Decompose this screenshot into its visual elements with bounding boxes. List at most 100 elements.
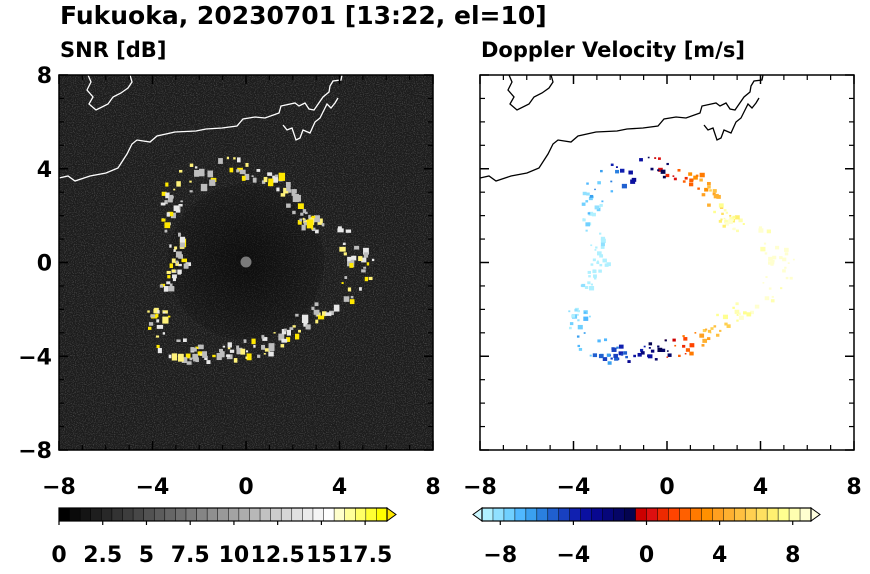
snr-colorbar-swatch	[259, 507, 272, 522]
doppler-echo-pixel	[577, 319, 580, 322]
snr-echo-pixel	[165, 182, 169, 187]
doppler-echo-pixel	[601, 200, 604, 203]
snr-echo-pixel	[168, 194, 173, 200]
doppler-echo-pixel	[621, 183, 627, 189]
snr-colorbar: 0 2.5 5 7.5 10 12.5 15 17.5	[51, 507, 397, 568]
snr-x-tick-label: 0	[238, 475, 253, 500]
doppler-echo-pixel	[657, 347, 663, 352]
doppler-echo-pixel	[707, 337, 711, 341]
snr-colorbar-swatch	[111, 507, 124, 522]
snr-echo-pixel	[347, 256, 353, 264]
doppler-echo-pixel	[647, 354, 651, 358]
snr-echo-pixel	[272, 175, 278, 183]
doppler-echo-pixel	[724, 322, 728, 326]
snr-echo-pixel	[172, 277, 177, 282]
doppler-colorbar-swatch	[602, 507, 615, 522]
doppler-echo-pixel	[610, 357, 613, 360]
doppler-echo-pixel	[597, 260, 599, 263]
snr-echo-pixel	[281, 329, 287, 335]
doppler-echo-pixel	[606, 262, 611, 267]
snr-echo-pixel	[337, 228, 344, 233]
snr-echo-pixel	[361, 269, 366, 273]
doppler-echo-pixel	[738, 218, 743, 223]
doppler-echo-pixel	[678, 354, 681, 358]
doppler-colorbar-swatch	[679, 507, 691, 522]
doppler-echo-pixel	[569, 322, 574, 326]
coastline-path	[86, 75, 133, 111]
snr-colorbar-swatch	[58, 507, 71, 522]
doppler-echo-pixel	[577, 310, 580, 313]
doppler-colorbar-tick-label: −4	[557, 543, 591, 568]
snr-echo-pixel	[288, 189, 292, 193]
doppler-echo-pixel	[765, 276, 768, 279]
snr-echo-pixel	[218, 348, 223, 353]
doppler-colorbar-swatch	[514, 507, 527, 522]
doppler-echo-pixel	[589, 194, 594, 198]
snr-echo-pixel	[226, 156, 230, 160]
snr-colorbar-swatch	[302, 507, 314, 522]
snr-echo-pixel	[164, 229, 168, 233]
doppler-echo-pixel	[654, 358, 658, 361]
doppler-panel-title: Doppler Velocity [m/s]	[481, 38, 745, 62]
doppler-echo-pixel	[682, 180, 686, 183]
doppler-echo-pixel	[682, 335, 685, 338]
snr-colorbar-swatch	[376, 507, 388, 522]
snr-y-tick-label: 8	[37, 64, 52, 89]
doppler-colorbar-extend-min	[472, 507, 483, 522]
doppler-echo-pixel	[597, 251, 602, 256]
snr-panel: SNR [dB] −8 −4 0 4 8 8 4 0 −4 −8	[18, 38, 440, 500]
doppler-echo-pixel	[736, 319, 739, 322]
snr-echo-pixel	[227, 342, 232, 348]
snr-colorbar-swatch	[101, 507, 113, 522]
snr-echo-pixel	[257, 354, 261, 358]
doppler-echo-pixel	[702, 338, 708, 343]
snr-echo-pixel	[286, 185, 291, 192]
snr-echo-pixel	[156, 324, 164, 329]
doppler-echo-pixel	[600, 238, 606, 244]
doppler-echo-pixel	[770, 299, 775, 303]
doppler-colorbar-swatch	[635, 507, 648, 522]
doppler-echo-pixel	[588, 315, 591, 318]
doppler-echo-pixel	[682, 344, 686, 348]
snr-echo-pixel	[284, 328, 287, 332]
doppler-echo-pixel	[606, 353, 611, 357]
doppler-echo-pixel	[589, 286, 595, 291]
snr-echo-pixel	[325, 312, 332, 316]
doppler-colorbar-tick-label: 8	[785, 543, 800, 568]
doppler-echo-pixel	[587, 270, 591, 274]
snr-echo-pixel	[300, 212, 304, 216]
doppler-echo-pixel	[583, 332, 586, 334]
doppler-echo-pixel	[701, 344, 705, 347]
snr-echo-pixel	[204, 355, 208, 360]
doppler-colorbar-swatch	[580, 507, 593, 522]
doppler-echo-pixel	[599, 203, 603, 207]
snr-echo-pixel	[289, 327, 294, 330]
snr-echo-pixel	[180, 200, 183, 203]
snr-colorbar-swatch	[143, 507, 155, 522]
snr-echo-pixel	[236, 169, 239, 173]
doppler-echo-pixel	[643, 345, 646, 348]
doppler-echo-pixel	[763, 242, 767, 245]
snr-echo-pixel	[311, 306, 315, 310]
snr-echo-pixel	[236, 347, 243, 355]
doppler-echo-pixel	[598, 354, 604, 359]
doppler-colorbar-swatch	[613, 507, 626, 522]
doppler-echo-pixel	[599, 232, 602, 235]
doppler-echo-pixel	[637, 352, 642, 357]
snr-echo-pixel	[174, 246, 178, 250]
doppler-echo-pixel	[568, 326, 572, 330]
snr-echo-pixel	[363, 247, 369, 255]
doppler-echo-pixel	[726, 324, 731, 328]
snr-echo-pixel	[268, 343, 275, 352]
snr-echo-pixel	[241, 175, 246, 181]
snr-echo-pixel	[173, 188, 176, 191]
doppler-echo-pixel	[639, 348, 644, 352]
snr-echo-pixel	[165, 192, 170, 199]
doppler-colorbar-swatch	[766, 507, 779, 522]
snr-echo-pixel	[177, 269, 181, 275]
snr-colorbar-swatch	[164, 507, 176, 522]
snr-echo-pixel	[268, 178, 274, 184]
doppler-echo-pixel	[661, 348, 666, 353]
doppler-echo-pixel	[771, 295, 774, 298]
snr-echo-pixel	[274, 174, 279, 178]
